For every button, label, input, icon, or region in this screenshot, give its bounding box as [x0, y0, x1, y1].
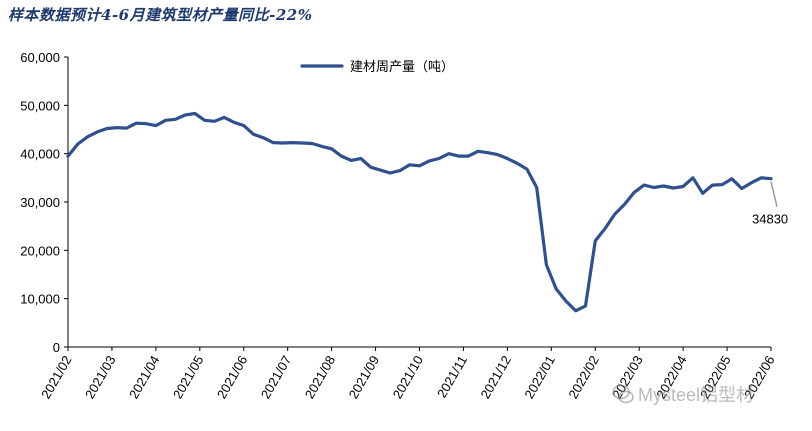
x-tick-label: 2022/02 — [565, 353, 601, 401]
y-tick-label: 20,000 — [20, 243, 60, 258]
y-tick-label: 40,000 — [20, 147, 60, 162]
x-tick-label: 2021/09 — [346, 353, 382, 401]
x-tick-label: 2021/04 — [126, 353, 162, 401]
y-tick-label: 10,000 — [20, 292, 60, 307]
y-tick-label: 50,000 — [20, 98, 60, 113]
x-tick-label: 2021/07 — [258, 353, 294, 401]
legend: 建材周产量（吨） — [300, 60, 454, 75]
x-tick-label: 2021/12 — [477, 353, 513, 401]
end-value-leader-line — [770, 181, 778, 207]
series-line-weekly-output — [66, 111, 773, 313]
x-tick-label: 2021/02 — [38, 353, 74, 401]
chart-title: 样本数据预计4-6月建筑型材产量同比-22% — [8, 6, 313, 24]
y-axis: 0 10,000 20,000 30,000 40,000 50,000 60,000 — [20, 50, 69, 355]
y-tick-label: 0 — [53, 340, 60, 355]
y-tick-label: 30,000 — [20, 195, 60, 210]
x-tick-label: 2021/05 — [170, 353, 206, 401]
x-tick-label: 2021/11 — [434, 353, 470, 400]
y-tick-label: 60,000 — [20, 50, 60, 65]
x-tick-label: 2021/03 — [82, 353, 118, 401]
legend-label: 建材周产量（吨） — [350, 60, 454, 75]
x-tick-label: 2021/08 — [302, 353, 338, 401]
watermark-text: Mysteel铝型材 — [638, 385, 755, 405]
watermark: Mysteel铝型材 — [612, 381, 754, 407]
x-tick-label: 2021/10 — [390, 353, 426, 401]
x-tick-label: 2021/06 — [214, 353, 250, 401]
x-tick-label: 2022/01 — [521, 353, 557, 401]
end-value-label: 34830 — [752, 212, 788, 227]
wechat-icon — [612, 384, 634, 404]
